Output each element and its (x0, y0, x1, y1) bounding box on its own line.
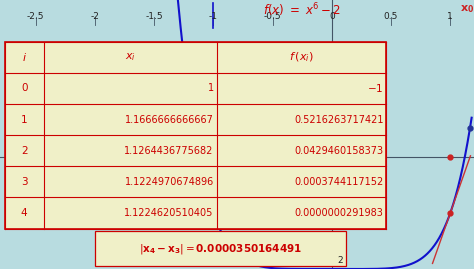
Text: -1.5: -1.5 (145, 12, 163, 21)
FancyBboxPatch shape (95, 231, 346, 266)
Text: 1: 1 (447, 12, 453, 21)
Text: 1.1224620510405: 1.1224620510405 (124, 208, 214, 218)
Text: 1: 1 (21, 115, 27, 125)
Text: $i$: $i$ (22, 51, 27, 63)
FancyBboxPatch shape (5, 42, 386, 229)
Text: -0.5: -0.5 (264, 12, 282, 21)
Text: $x_i$: $x_i$ (125, 51, 136, 63)
Text: 2: 2 (21, 146, 27, 156)
Text: $f\,(x_i)$: $f\,(x_i)$ (289, 51, 314, 64)
Text: 0.0003744117152: 0.0003744117152 (294, 177, 383, 187)
Text: 0: 0 (329, 12, 335, 21)
Text: 4: 4 (21, 208, 27, 218)
Text: 1.1224970674896: 1.1224970674896 (125, 177, 214, 187)
Text: 1.1666666666667: 1.1666666666667 (125, 115, 214, 125)
Text: 3: 3 (21, 177, 27, 187)
Text: $|\mathbf{x_4 - x_3}| = \mathbf{0.0000350164491}$: $|\mathbf{x_4 - x_3}| = \mathbf{0.000035… (139, 242, 302, 256)
Text: 1.1264436775682: 1.1264436775682 (124, 146, 214, 156)
Text: 1: 1 (208, 83, 214, 93)
Text: 0.5216263717421: 0.5216263717421 (294, 115, 383, 125)
Text: $-1$: $-1$ (367, 82, 383, 94)
Text: -2.5: -2.5 (27, 12, 44, 21)
Text: 0.0000000291983: 0.0000000291983 (294, 208, 383, 218)
Text: $\mathbf{x_0}$: $\mathbf{x_0}$ (460, 3, 474, 15)
Text: -2: -2 (91, 12, 99, 21)
Text: 0.5: 0.5 (384, 12, 398, 21)
Text: $f(x)\ =\ x^6-2$: $f(x)\ =\ x^6-2$ (263, 1, 341, 19)
Text: 0.0429460158373: 0.0429460158373 (294, 146, 383, 156)
Text: 2: 2 (337, 256, 343, 264)
Text: -1: -1 (209, 12, 218, 21)
Text: 0: 0 (21, 83, 27, 93)
